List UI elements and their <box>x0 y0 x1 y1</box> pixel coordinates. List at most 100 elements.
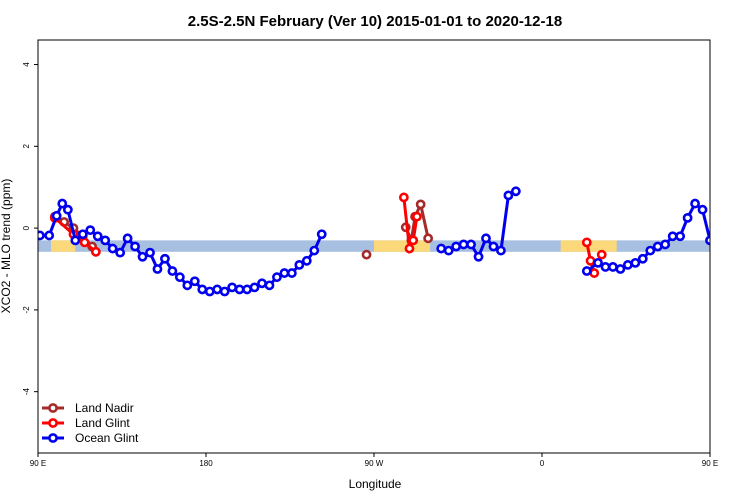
legend-label: Ocean Glint <box>75 431 139 445</box>
land-nadir-point <box>727 213 734 220</box>
ocean-glint-point <box>675 231 686 242</box>
legend-item-land-nadir: Land Nadir <box>42 401 134 415</box>
ocean-glint-point <box>197 284 208 295</box>
land-glint-point <box>725 214 732 221</box>
land-glint-point <box>581 237 592 248</box>
ocean-glint-point <box>690 198 700 209</box>
series-layer <box>38 186 750 297</box>
ocean-glint-point <box>729 233 736 240</box>
x-tick-label: 90 W <box>365 459 384 468</box>
ocean-glint-point <box>279 268 290 278</box>
land-glint-point <box>744 231 750 238</box>
ocean-glint-point <box>189 276 200 287</box>
ocean-glint-point <box>714 231 721 238</box>
land-nadir-point <box>415 199 426 210</box>
y-axis-label: XCO2 - MLO trend (ppm) <box>0 179 13 314</box>
ocean-glint-point <box>182 280 193 291</box>
ocean-glint-point <box>316 229 327 240</box>
ocean-glint-point <box>660 239 671 250</box>
ocean-glint-point <box>503 190 514 201</box>
ocean-glint-point <box>44 230 55 241</box>
land-nadir-point <box>734 218 741 225</box>
ocean-glint-point <box>488 241 499 252</box>
land-glint-point <box>596 249 607 260</box>
ocean-glint-point <box>608 262 618 272</box>
ocean-glint-point <box>630 257 641 268</box>
ocean-glint-point <box>234 284 245 295</box>
ocean-glint-point <box>77 229 88 240</box>
land-nadir-point <box>423 233 434 244</box>
land-glint-line-4 <box>729 218 750 252</box>
ocean-glint-point <box>212 284 223 295</box>
ocean-glint-point <box>682 212 693 223</box>
land-glint-point <box>404 243 415 254</box>
x-tick-label: 90 E <box>702 459 718 468</box>
ocean-glint-point <box>652 241 663 252</box>
land-nadir-point <box>744 224 750 231</box>
ocean-glint-point <box>705 235 710 246</box>
ocean-glint-point <box>219 286 230 297</box>
ocean-glint-point <box>57 198 68 209</box>
land-glint-point <box>412 211 422 222</box>
ocean-glint-point <box>204 286 215 297</box>
ocean-glint-point <box>294 260 305 270</box>
ocean-glint-point <box>85 225 96 236</box>
ocean-glint-point <box>645 245 656 256</box>
ocean-glint-point <box>481 233 491 244</box>
ocean-glint-point <box>264 280 275 291</box>
ocean-glint-point <box>137 251 148 262</box>
ocean-glint-point <box>622 260 633 270</box>
ocean-glint-point <box>257 278 267 289</box>
land-glint-point <box>408 235 419 246</box>
ocean-glint-point <box>510 186 521 197</box>
ocean-glint-point <box>152 264 163 274</box>
x-tick-label: 180 <box>199 459 213 468</box>
ocean-glint-point <box>473 251 484 262</box>
ocean-glint-point <box>581 266 592 276</box>
legend-label: Land Nadir <box>75 401 134 415</box>
ocean-glint-point <box>145 247 155 258</box>
ocean-glint-point <box>736 237 743 244</box>
ocean-glint-point <box>458 239 469 250</box>
ocean-glint-point <box>466 239 476 250</box>
land-glint-point <box>79 237 90 248</box>
y-tick-label: 4 <box>22 62 31 67</box>
legend-item-ocean-glint: Ocean Glint <box>42 431 139 445</box>
y-tick-label: 2 <box>22 144 31 149</box>
ocean-glint-point <box>436 243 447 254</box>
land-glint-point <box>589 268 600 278</box>
ocean-glint-point <box>122 233 133 244</box>
legend-label: Land Glint <box>75 416 130 430</box>
y-tick-label: -2 <box>22 306 31 314</box>
ocean-glint-point <box>286 268 297 278</box>
series-ocean-glint <box>38 186 750 297</box>
legend-swatch-marker <box>48 418 58 428</box>
ocean-glint-point <box>309 245 320 256</box>
ocean-glint-point <box>167 266 178 276</box>
y-tick-label: 0 <box>22 225 31 230</box>
y-tick-label: -4 <box>22 388 31 396</box>
ocean-glint-point <box>100 235 111 246</box>
ocean-glint-point <box>667 231 678 242</box>
ocean-glint-point <box>301 255 312 266</box>
ocean-glint-point <box>160 253 170 264</box>
ocean-glint-point <box>496 245 506 256</box>
y-axis: -4 -2 0 2 4 <box>22 62 38 395</box>
ocean-glint-point <box>249 282 260 293</box>
ocean-glint-point <box>637 253 648 264</box>
legend-item-land-glint: Land Glint <box>42 416 130 430</box>
ocean-glint-point <box>227 282 238 293</box>
ocean-glint-point <box>92 231 103 242</box>
ocean-glint-point <box>600 262 611 272</box>
ocean-glint-point <box>38 230 45 241</box>
x-tick-label: 90 E <box>30 459 46 468</box>
ocean-glint-point <box>242 284 252 295</box>
ocean-glint-point <box>62 204 73 215</box>
ocean-glint-point <box>744 245 750 252</box>
ocean-glint-point <box>70 235 81 246</box>
legend-swatch-marker <box>48 403 58 413</box>
band-land-0 <box>51 240 76 252</box>
